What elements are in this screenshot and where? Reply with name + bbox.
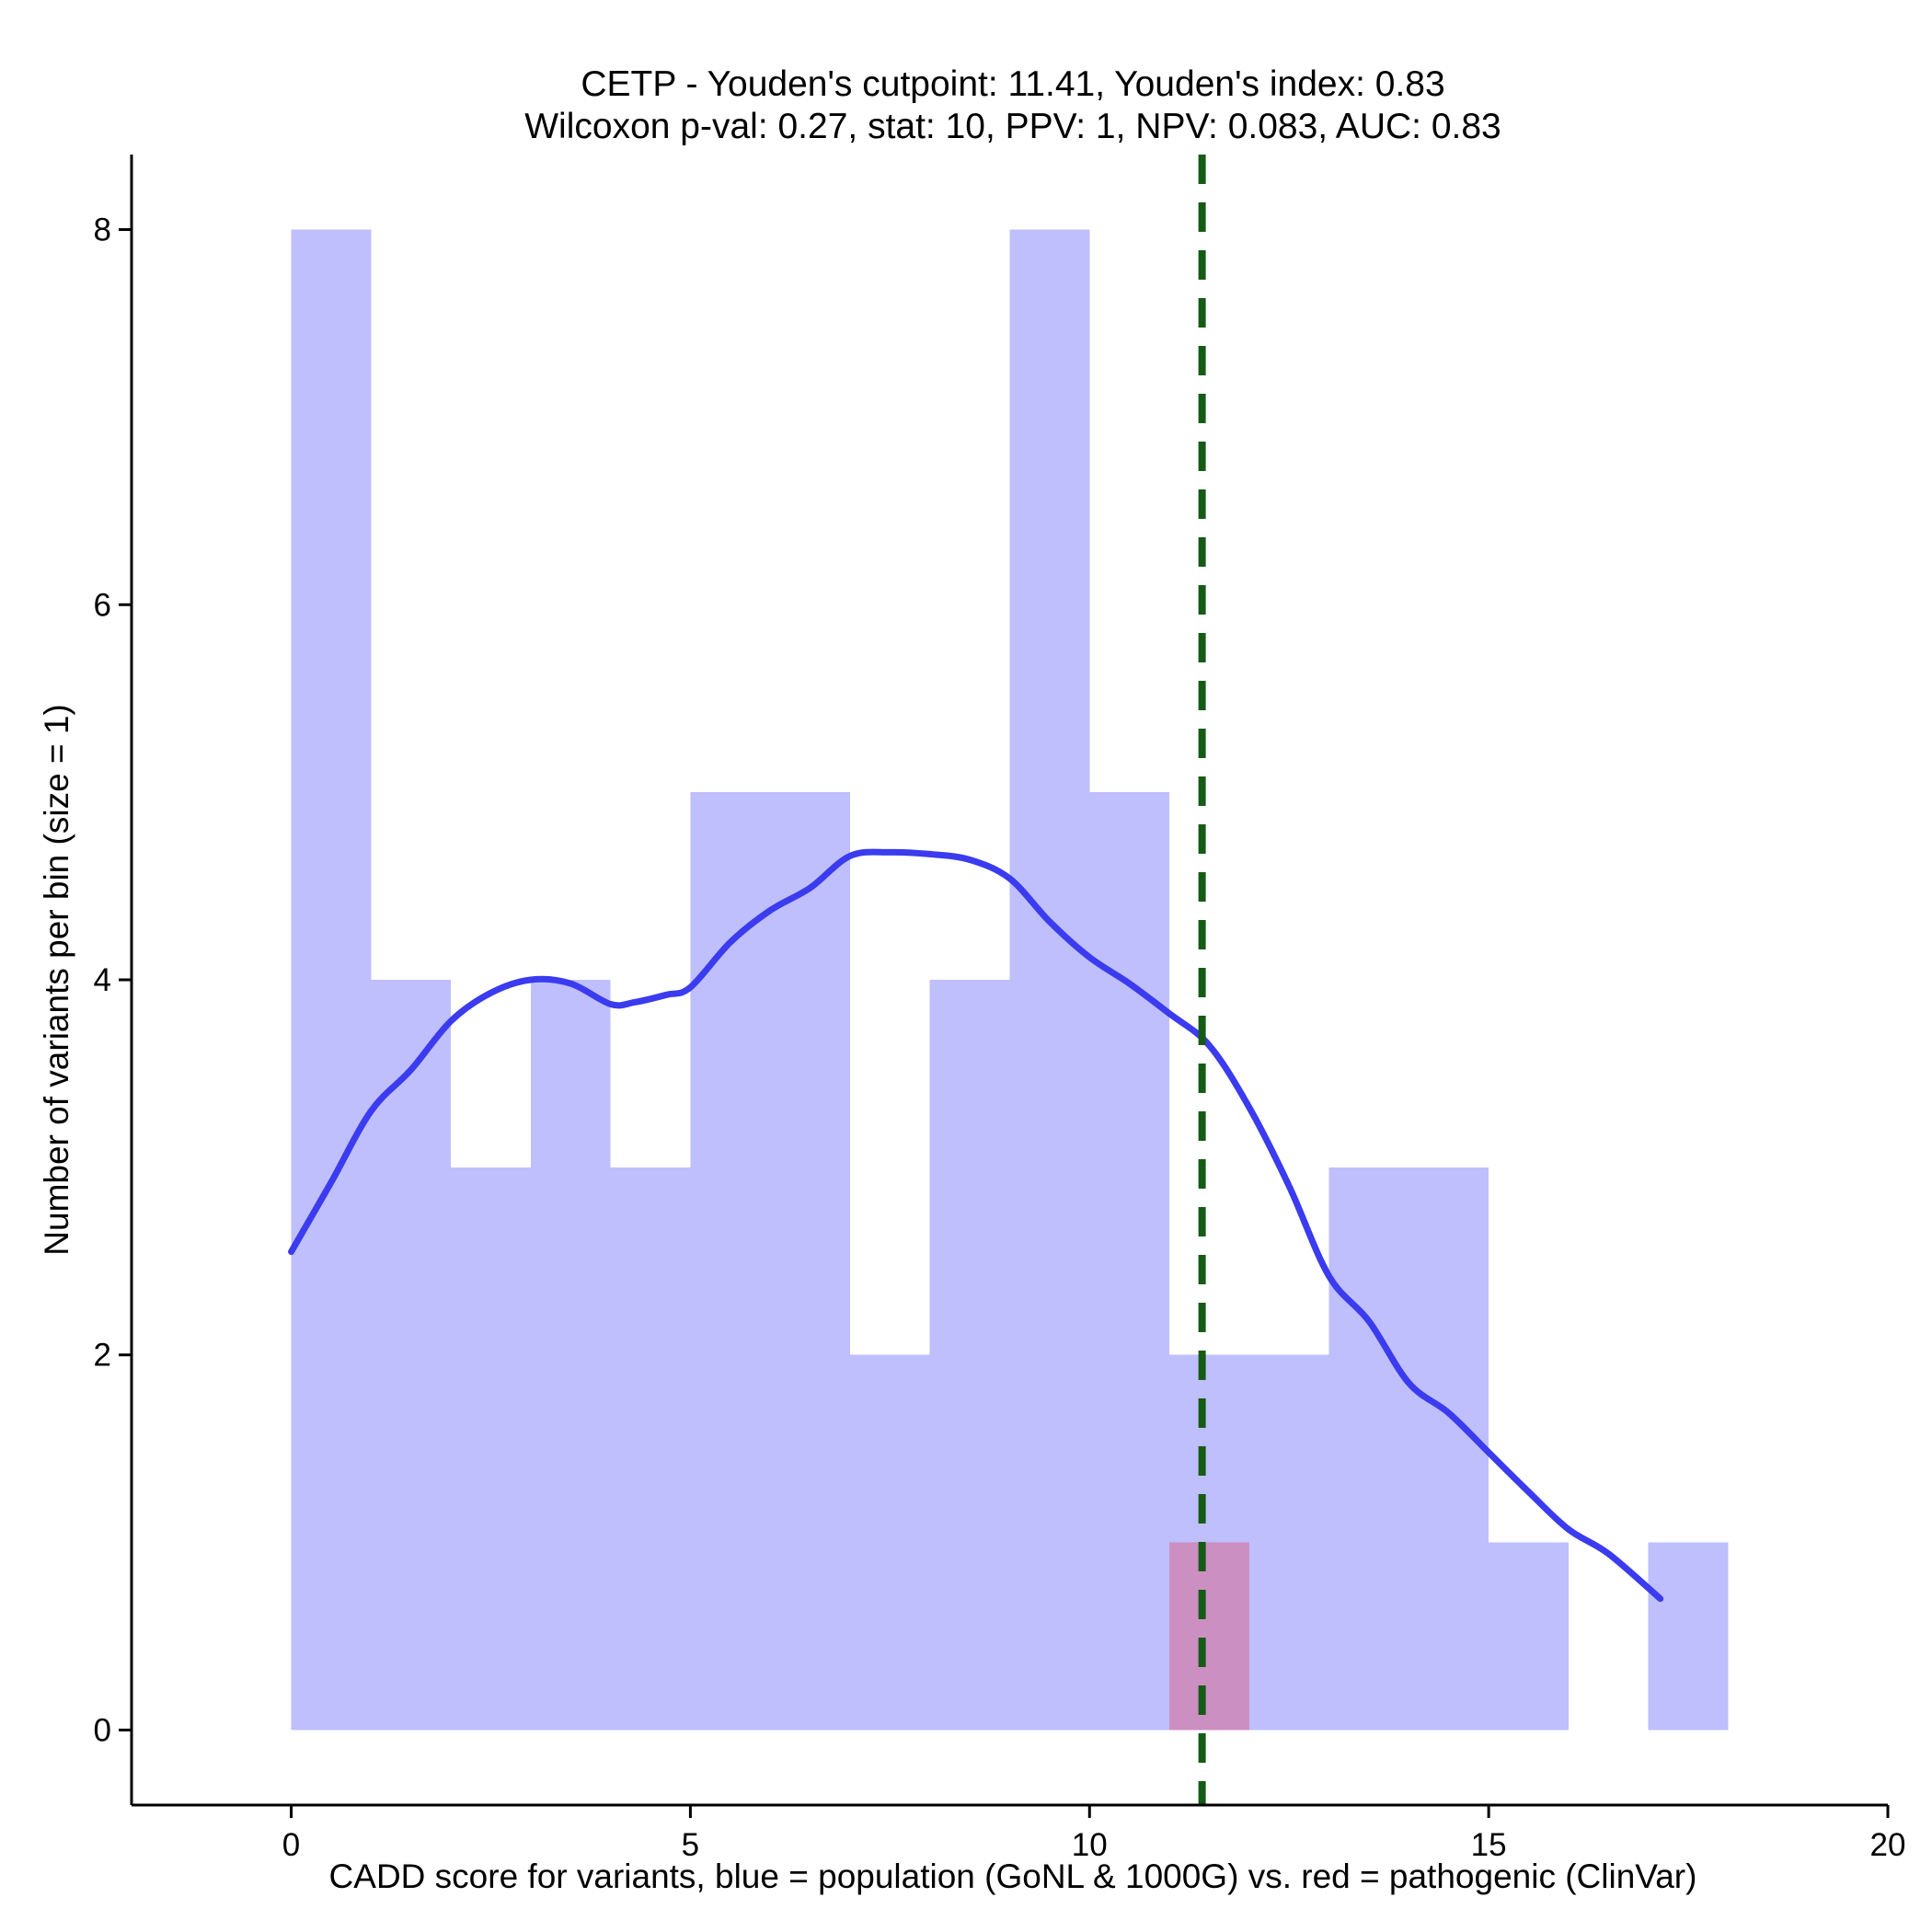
population-bar	[1489, 1542, 1569, 1731]
y-tick-label: 8	[94, 213, 111, 248]
population-bar	[530, 980, 611, 1731]
population-bar	[1089, 792, 1170, 1731]
x-tick-label: 10	[1072, 1827, 1108, 1863]
y-tick-label: 4	[94, 962, 111, 998]
density-curve-layer	[288, 848, 1664, 1603]
pathogenic-bar	[1169, 1542, 1249, 1731]
x-tick-label: 15	[1471, 1827, 1507, 1863]
population-bar	[690, 792, 771, 1731]
population-bar	[1409, 1167, 1489, 1731]
population-bar	[1248, 1354, 1329, 1731]
y-axis-label: Number of variants per bin (size = 1)	[38, 704, 75, 1255]
population-bar	[451, 1167, 531, 1731]
population-bar	[610, 1167, 691, 1731]
population-bar	[929, 980, 1010, 1731]
y-tick-label: 0	[94, 1712, 111, 1748]
population-bar	[1009, 229, 1090, 1731]
population-bar	[371, 980, 452, 1731]
population-bar	[770, 792, 850, 1731]
chart-title-line2: Wilcoxon p-val: 0.27, stat: 10, PPV: 1, …	[524, 107, 1501, 146]
axes-layer: 0 5 10 15 20 0 2 4 6 8	[94, 155, 1906, 1863]
y-tick-label: 6	[94, 587, 111, 623]
population-bar	[291, 229, 372, 1731]
population-bar	[849, 1354, 930, 1731]
bars-layer	[291, 229, 1729, 1731]
x-tick-label: 5	[682, 1827, 699, 1863]
population-bar	[1328, 1167, 1409, 1731]
y-tick-label: 2	[94, 1338, 111, 1374]
x-axis-label: CADD score for variants, blue = populati…	[329, 1857, 1697, 1895]
population-bar	[1648, 1542, 1729, 1731]
density-curve	[288, 848, 1664, 1603]
chart-title-line1: CETP - Youden's cutpoint: 11.41, Youden'…	[581, 64, 1444, 104]
x-tick-label: 0	[282, 1827, 300, 1863]
x-tick-label: 20	[1870, 1827, 1906, 1863]
